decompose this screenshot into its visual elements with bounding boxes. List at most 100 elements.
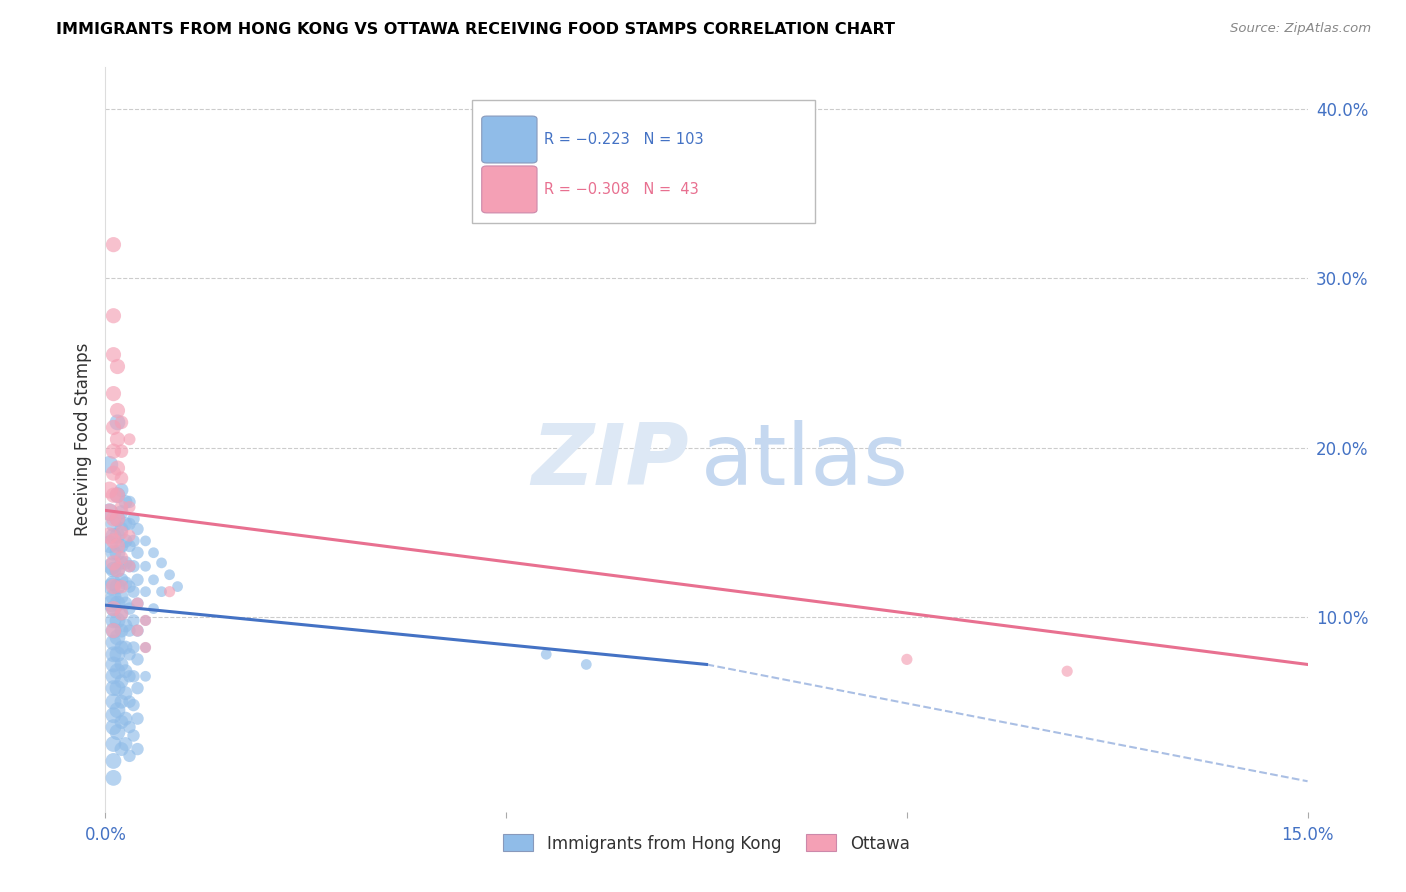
Point: [1056, 664, 1078, 678]
Point: [103, 737, 125, 751]
Point: [122, 729, 145, 743]
Point: [127, 546, 149, 560]
Text: R = −0.223   N = 103: R = −0.223 N = 103: [544, 132, 704, 146]
Point: [107, 664, 129, 678]
Point: [107, 614, 129, 628]
Text: Source: ZipAtlas.com: Source: ZipAtlas.com: [1230, 22, 1371, 36]
Point: [107, 461, 129, 475]
Point: [114, 737, 136, 751]
Point: [110, 500, 132, 514]
Point: [110, 416, 132, 430]
Point: [107, 703, 129, 717]
Point: [118, 529, 141, 543]
FancyBboxPatch shape: [472, 101, 814, 223]
Point: [142, 601, 165, 615]
Point: [122, 533, 145, 548]
Point: [103, 444, 125, 458]
Point: [110, 525, 132, 540]
Point: [118, 559, 141, 574]
Point: [122, 584, 145, 599]
Point: [103, 556, 125, 570]
Point: [103, 708, 125, 723]
Point: [118, 495, 141, 509]
Point: [107, 403, 129, 417]
Point: [103, 601, 125, 615]
Point: [159, 584, 181, 599]
Point: [114, 533, 136, 548]
Point: [575, 657, 598, 672]
Point: [103, 580, 125, 594]
Point: [118, 539, 141, 553]
Point: [135, 584, 157, 599]
Point: [114, 640, 136, 655]
Point: [142, 546, 165, 560]
Y-axis label: Receiving Food Stamps: Receiving Food Stamps: [73, 343, 91, 536]
Point: [118, 601, 141, 615]
Point: [135, 533, 157, 548]
Point: [896, 652, 918, 666]
Point: [122, 698, 145, 712]
Text: R = −0.308   N =  43: R = −0.308 N = 43: [544, 182, 699, 196]
Point: [122, 669, 145, 683]
Point: [107, 580, 129, 594]
Point: [103, 237, 125, 252]
Point: [135, 640, 157, 655]
Point: [107, 725, 129, 739]
Point: [118, 500, 141, 514]
Point: [122, 614, 145, 628]
Point: [127, 522, 149, 536]
Point: [103, 529, 125, 543]
Point: [98, 505, 121, 519]
FancyBboxPatch shape: [482, 116, 537, 163]
Point: [98, 537, 121, 551]
Point: [114, 664, 136, 678]
Point: [127, 742, 149, 756]
Point: [103, 771, 125, 785]
Point: [103, 624, 125, 638]
Point: [103, 754, 125, 768]
Point: [107, 512, 129, 526]
Point: [150, 556, 173, 570]
Point: [114, 686, 136, 700]
Point: [534, 648, 557, 662]
Point: [101, 597, 124, 611]
Point: [127, 573, 149, 587]
Point: [103, 601, 125, 615]
Point: [103, 681, 125, 695]
Point: [114, 556, 136, 570]
Point: [107, 529, 129, 543]
Point: [107, 546, 129, 560]
Point: [110, 714, 132, 729]
Point: [135, 559, 157, 574]
Point: [98, 505, 121, 519]
Point: [103, 669, 125, 683]
Point: [98, 458, 121, 472]
Point: [114, 516, 136, 531]
Point: [135, 669, 157, 683]
Point: [103, 624, 125, 638]
Point: [114, 495, 136, 509]
Point: [107, 488, 129, 502]
Point: [110, 624, 132, 638]
Point: [107, 539, 129, 553]
Point: [103, 546, 125, 560]
Point: [103, 614, 125, 628]
Point: [107, 597, 129, 611]
Point: [114, 597, 136, 611]
Point: [103, 512, 125, 526]
Point: [114, 576, 136, 591]
Point: [110, 556, 132, 570]
Point: [107, 512, 129, 526]
Point: [110, 505, 132, 519]
Point: [103, 657, 125, 672]
Point: [127, 712, 149, 726]
Point: [122, 512, 145, 526]
Point: [127, 681, 149, 695]
Point: [103, 466, 125, 480]
Point: [103, 420, 125, 434]
Point: [103, 488, 125, 502]
Point: [110, 607, 132, 621]
Point: [101, 559, 124, 574]
Point: [98, 483, 121, 497]
Point: [110, 657, 132, 672]
